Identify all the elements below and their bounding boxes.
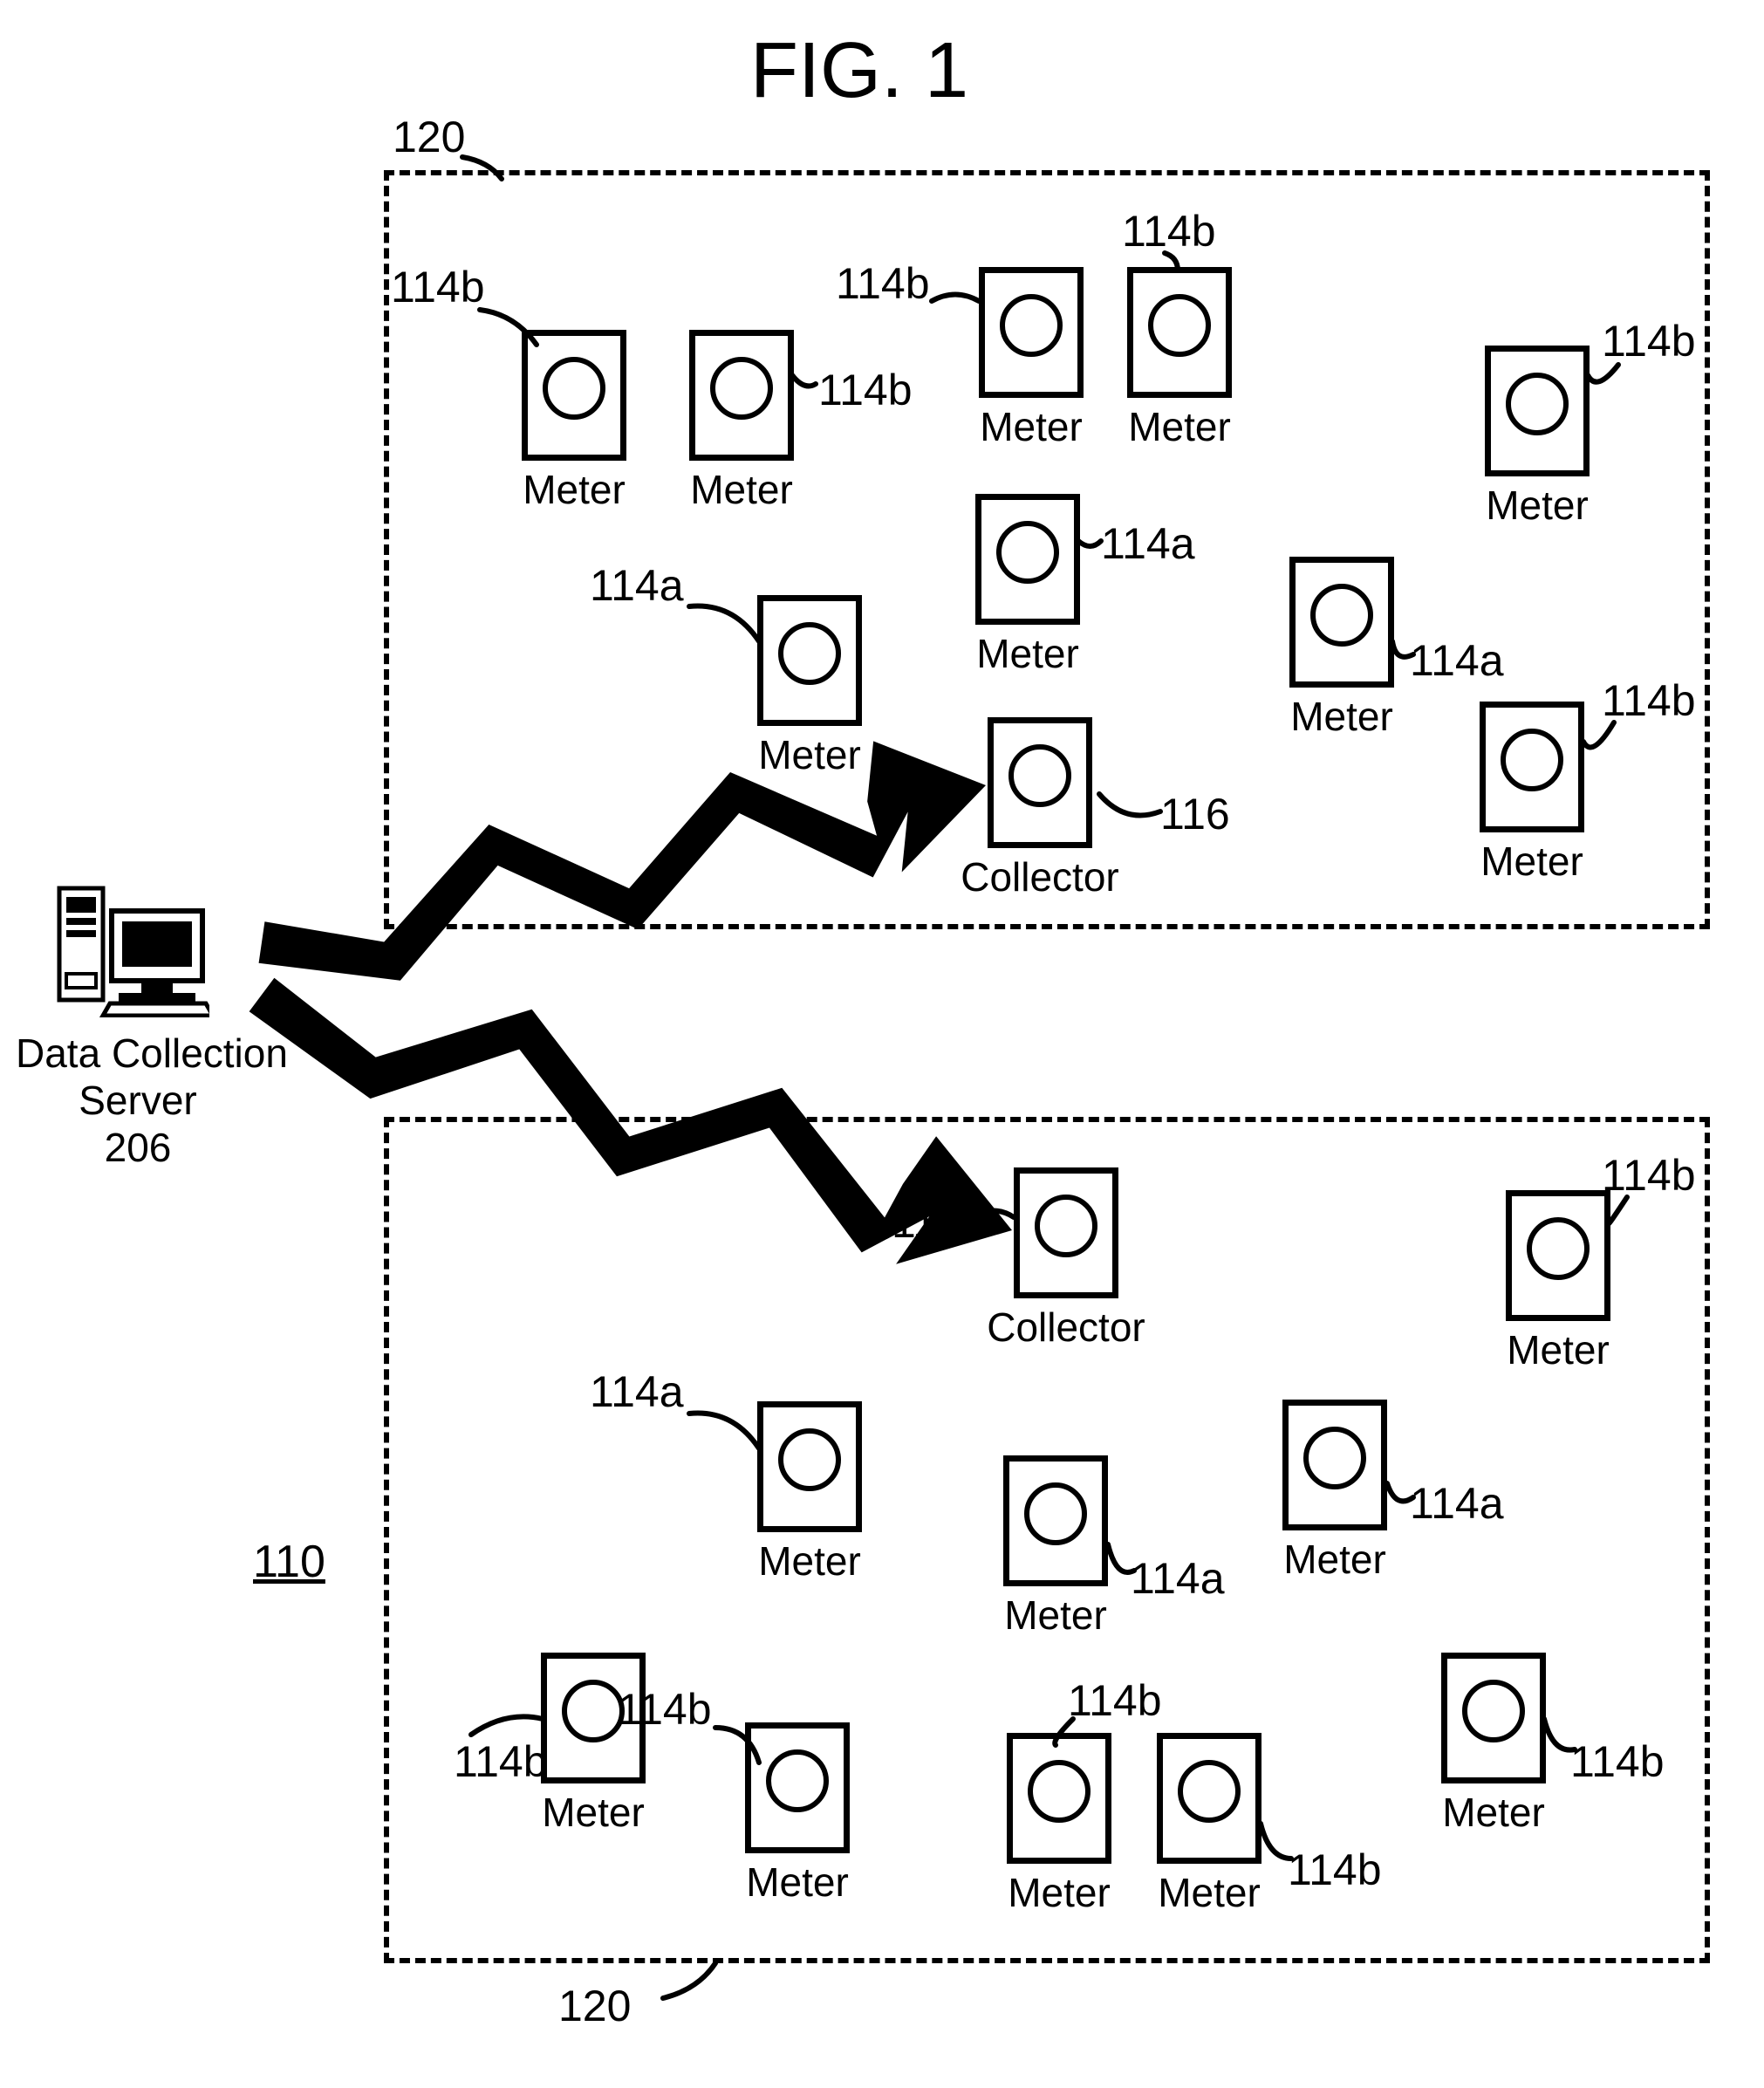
device-label: Meter <box>714 1537 906 1585</box>
device-label: Meter <box>701 1859 893 1906</box>
device-lens-icon <box>1303 1427 1366 1489</box>
diagram-stage: FIG. 1 120120110MeterMeterMeterMeterMete… <box>0 0 1764 2088</box>
device-t-c1: Collector <box>988 717 1092 900</box>
device-label: Meter <box>646 466 838 513</box>
ref-label-b-m2: 114a <box>590 1366 684 1417</box>
device-lens-icon <box>1024 1482 1087 1545</box>
device-b-c1: Collector <box>1014 1167 1118 1351</box>
device-lens-icon <box>1178 1760 1241 1823</box>
device-b-m6: Meter <box>745 1722 850 1906</box>
device-b-m4: Meter <box>1282 1400 1387 1583</box>
ref-label-t-m3: 114b <box>836 258 930 309</box>
device-lens-icon <box>543 357 605 420</box>
ref-label-t-m5: 114b <box>1602 316 1696 366</box>
device-b-m9: Meter <box>1441 1653 1546 1836</box>
device-label: Collector <box>970 1304 1162 1351</box>
device-label: Meter <box>1246 693 1438 740</box>
ref-label-b-m9: 114b <box>1570 1736 1665 1787</box>
device-t-m2: Meter <box>689 330 794 513</box>
ref-label-b-m3: 114a <box>1131 1553 1225 1604</box>
device-label: Meter <box>1462 1326 1654 1373</box>
device-t-m3: Meter <box>979 267 1084 450</box>
ref-label-t-m7: 114a <box>590 560 684 611</box>
device-label: Meter <box>497 1789 689 1836</box>
device-t-m5: Meter <box>1485 346 1590 529</box>
device-b-m8: Meter <box>1157 1733 1261 1916</box>
data-collection-server-icon <box>54 880 209 1017</box>
ref-label-t-m1: 114b <box>391 262 485 312</box>
device-b-m2: Meter <box>757 1401 862 1585</box>
device-lens-icon <box>1028 1760 1091 1823</box>
device-b-m1: Meter <box>1506 1190 1610 1373</box>
device-label: Meter <box>1398 1789 1590 1836</box>
ref-label-b-m5: 114b <box>454 1736 548 1787</box>
device-label: Meter <box>932 630 1124 677</box>
device-label: Meter <box>960 1592 1152 1639</box>
device-label: Meter <box>1441 482 1633 529</box>
device-lens-icon <box>1310 584 1373 647</box>
ref-label-b-m6: 114b <box>618 1684 712 1735</box>
device-b-m3: Meter <box>1003 1455 1108 1639</box>
device-t-m1: Meter <box>522 330 626 513</box>
region-label-bottom-120: 120 <box>558 1981 631 2031</box>
device-t-m6: Meter <box>975 494 1080 677</box>
ref-label-t-m6: 114a <box>1101 518 1195 569</box>
ref-label-b-m4: 114a <box>1410 1478 1504 1529</box>
ref-label-b-m1: 114b <box>1602 1150 1696 1201</box>
device-t-m8: Meter <box>1289 557 1394 740</box>
ref-label-t-c1: 116 <box>1160 789 1230 839</box>
device-lens-icon <box>996 521 1059 584</box>
ref-label-b-m8: 114b <box>1288 1845 1382 1895</box>
device-lens-icon <box>1501 729 1563 791</box>
device-lens-icon <box>778 1428 841 1491</box>
device-b-m5: Meter <box>541 1653 646 1836</box>
device-t-m7: Meter <box>757 595 862 778</box>
device-label: Meter <box>478 466 670 513</box>
device-label: Meter <box>1084 403 1275 450</box>
region-label-fig-110: 110 <box>253 1536 325 1588</box>
ref-label-t-m2: 114b <box>818 365 913 415</box>
device-lens-icon <box>1506 373 1569 435</box>
device-label: Meter <box>1113 1869 1305 1916</box>
device-lens-icon <box>1035 1195 1097 1257</box>
server-label: Data CollectionServer206 <box>16 1030 260 1171</box>
device-t-m4: Meter <box>1127 267 1232 450</box>
device-label: Collector <box>944 853 1136 900</box>
device-lens-icon <box>1148 294 1211 357</box>
device-label: Meter <box>1436 838 1628 885</box>
figure-title: FIG. 1 <box>750 26 968 116</box>
ref-label-t-m8: 114a <box>1410 635 1504 686</box>
device-label: Meter <box>714 731 906 778</box>
device-t-m9: Meter <box>1480 702 1584 885</box>
device-lens-icon <box>1462 1680 1525 1742</box>
device-lens-icon <box>710 357 773 420</box>
region-label-top-120: 120 <box>393 112 465 162</box>
ref-label-b-m7: 114b <box>1068 1675 1162 1726</box>
device-b-m7: Meter <box>1007 1733 1111 1916</box>
device-label: Meter <box>1239 1536 1431 1583</box>
device-lens-icon <box>1008 744 1071 807</box>
device-lens-icon <box>1527 1217 1590 1280</box>
ref-label-t-m4: 114b <box>1122 206 1216 257</box>
device-lens-icon <box>562 1680 625 1742</box>
ref-label-b-c1: 116 <box>892 1197 961 1248</box>
device-lens-icon <box>778 622 841 685</box>
device-lens-icon <box>1000 294 1063 357</box>
device-lens-icon <box>766 1749 829 1812</box>
ref-label-t-m9: 114b <box>1602 675 1696 726</box>
